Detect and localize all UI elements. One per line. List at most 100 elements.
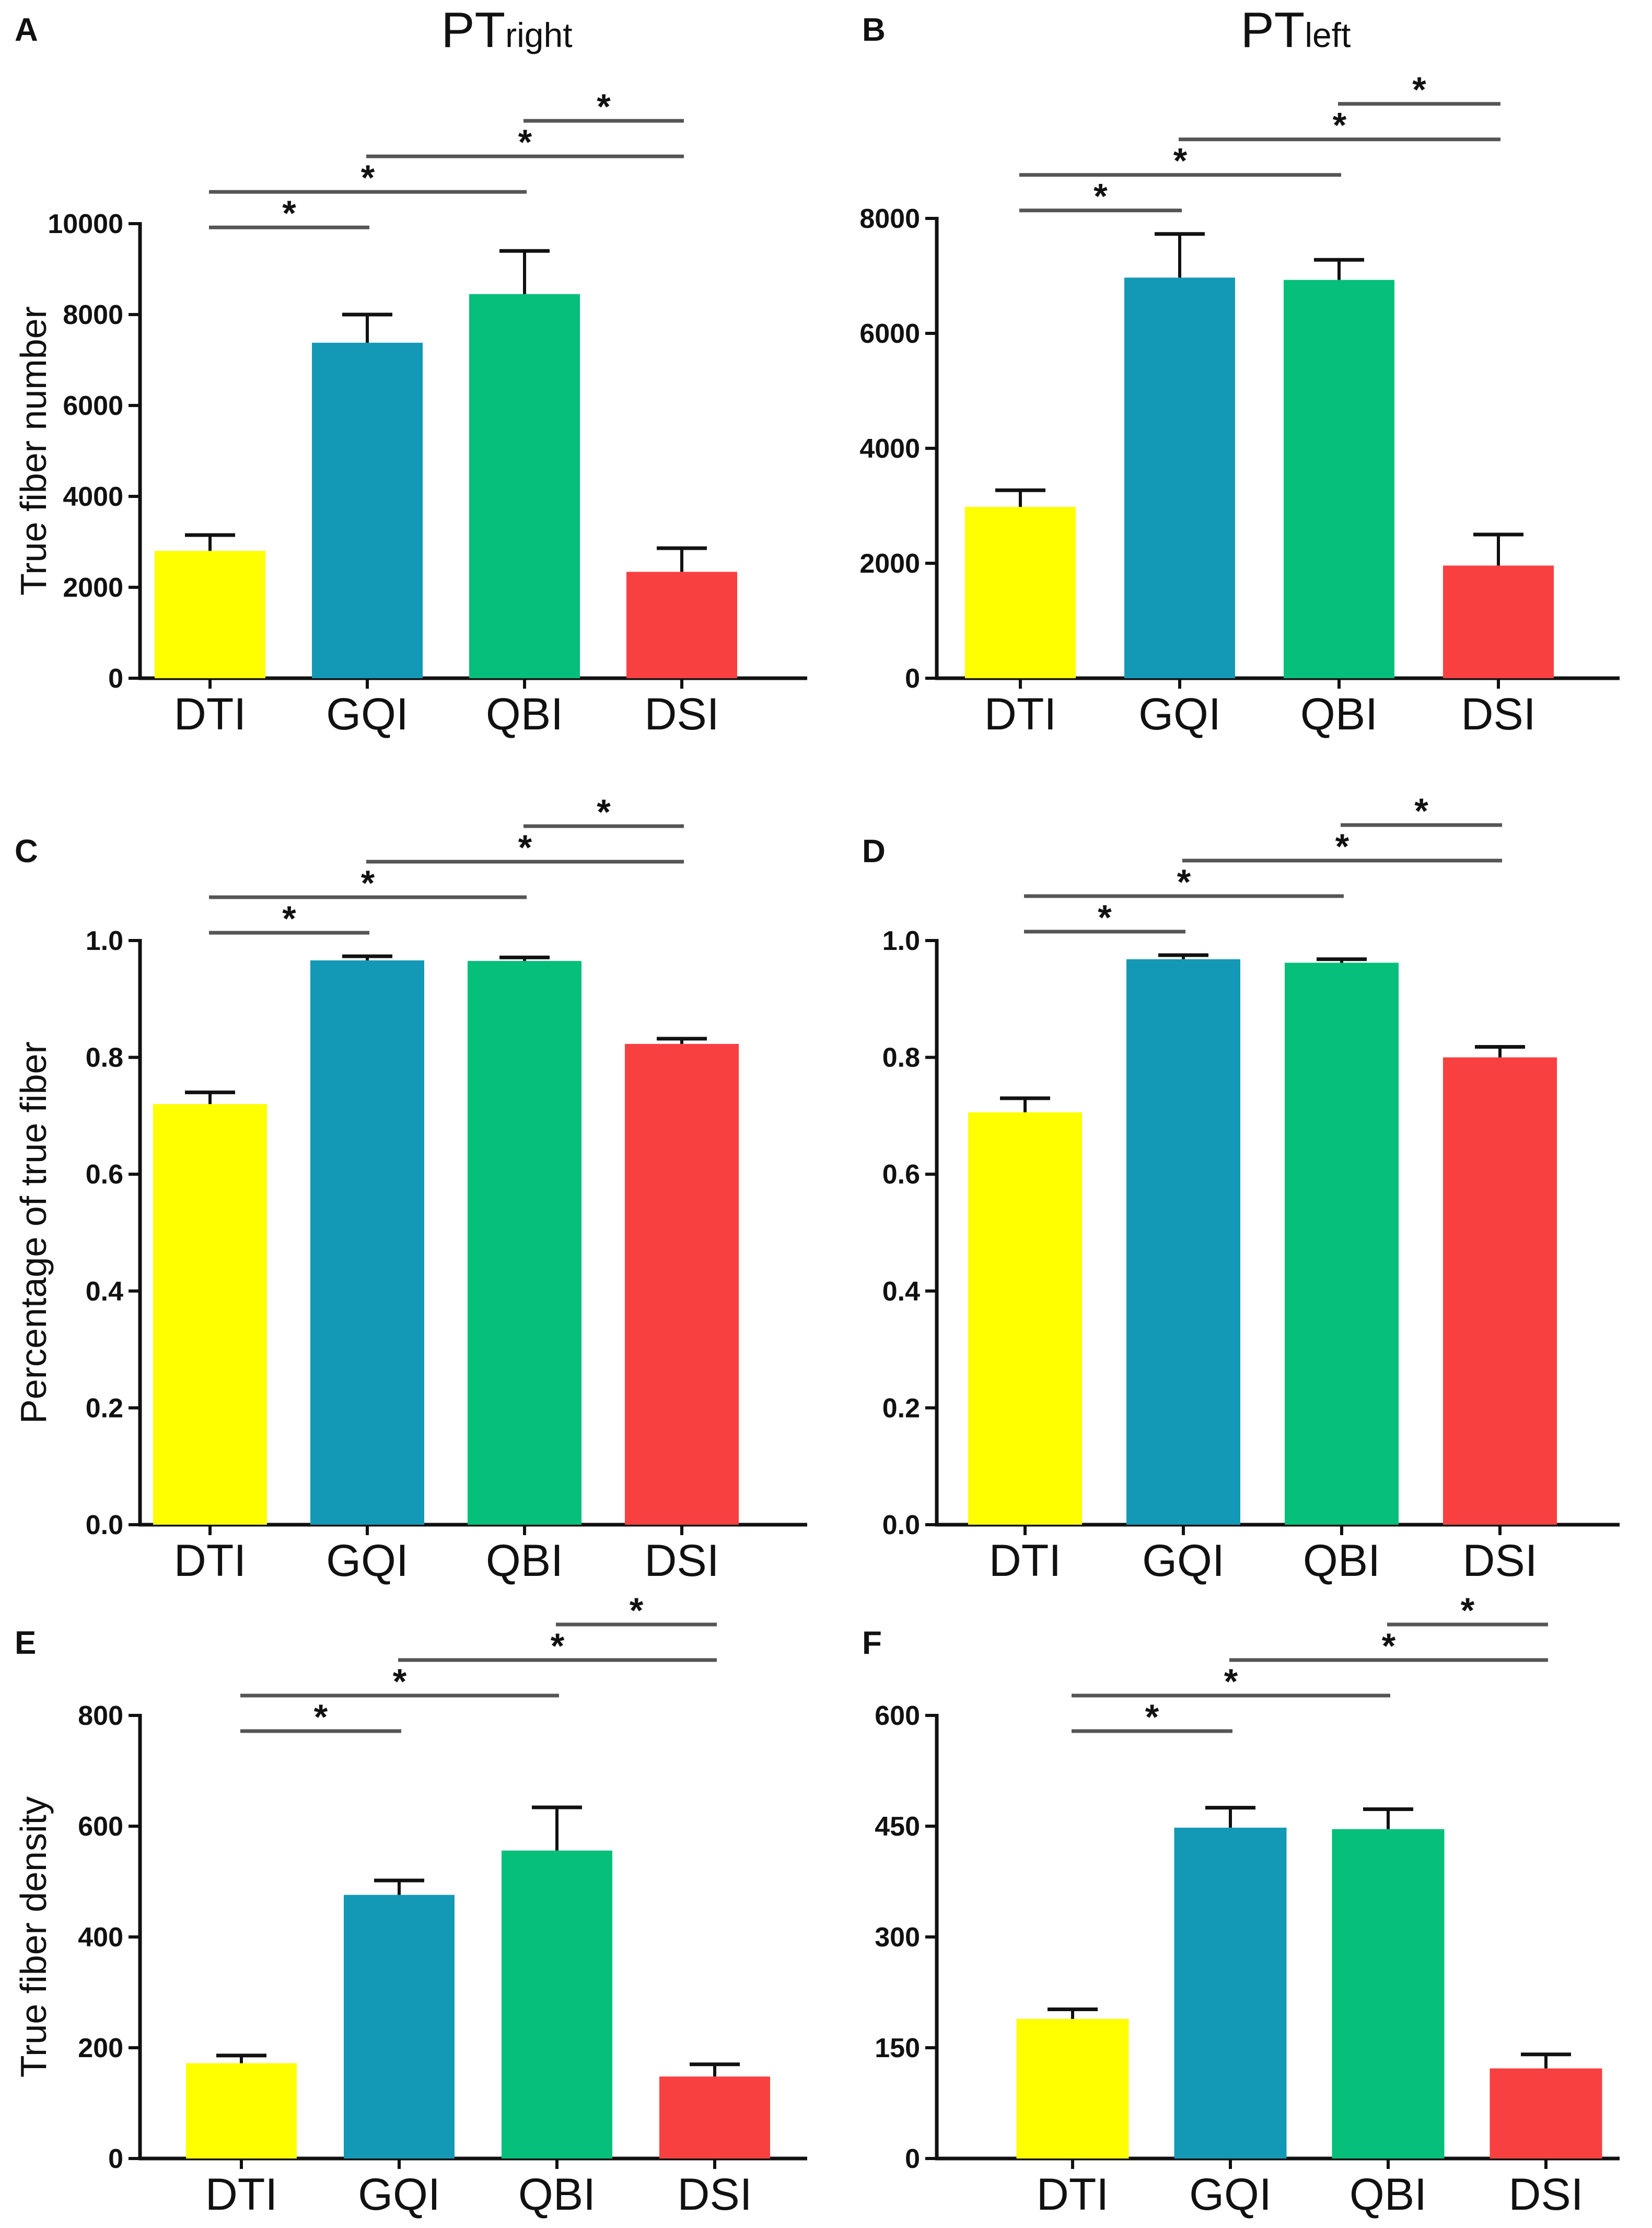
bar-a-dsi: [626, 572, 737, 678]
significance-star-e-0-1: *: [314, 1697, 328, 1737]
significance-star-b-1-3: *: [1333, 106, 1347, 145]
column-title-right-main: PT: [441, 2, 505, 58]
significance-star-e-1-3: *: [551, 1626, 565, 1666]
panel-letter-e: E: [15, 1625, 36, 1661]
bar-a-qbi: [469, 294, 580, 678]
panel-e: E 0 200 400 600 800 True fiber density DTI GQI QB…: [13, 1591, 807, 2220]
category-label-f-dsi: DSI: [1508, 2169, 1583, 2220]
bar-b-qbi: [1284, 280, 1394, 678]
category-label-b-qbi: QBI: [1300, 689, 1378, 739]
y-tick-label-e: 200: [78, 2033, 123, 2063]
bar-c-gqi: [310, 960, 424, 1525]
y-tick-label-b: 2000: [859, 549, 920, 579]
y-tick-label-a: 4000: [63, 482, 123, 512]
panel-letter-c: C: [15, 833, 38, 869]
y-axis-title-c: Percentage of true fiber: [13, 1041, 54, 1424]
significance-star-a-1-3: *: [518, 122, 532, 162]
y-tick-label-c: 0.6: [86, 1159, 123, 1190]
y-tick-label-c: 0.8: [86, 1043, 123, 1073]
bar-f-dsi: [1490, 2068, 1602, 2159]
y-tick-label-c: 0.4: [86, 1277, 123, 1307]
category-label-a-qbi: QBI: [486, 689, 563, 739]
category-label-f-gqi: GQI: [1189, 2169, 1272, 2220]
bar-c-dti: [153, 1104, 267, 1525]
significance-star-a-2-3: *: [597, 87, 611, 126]
bar-d-dti: [968, 1112, 1082, 1525]
significance-star-d-0-1: *: [1098, 898, 1112, 937]
category-label-f-dti: DTI: [1037, 2169, 1109, 2220]
y-tick-label-d: 0.6: [882, 1159, 920, 1190]
category-label-e-dti: DTI: [205, 2169, 278, 2220]
y-tick-label-a: 8000: [63, 300, 123, 330]
bar-f-qbi: [1332, 1829, 1445, 2159]
significance-star-c-1-3: *: [518, 828, 532, 867]
bar-a-dti: [155, 551, 265, 678]
category-label-b-dti: DTI: [984, 689, 1057, 739]
panel-f: F 0 150 300 450 600 DTI GQI QBI DSI * * * *: [862, 1591, 1620, 2220]
significance-star-f-0-2: *: [1224, 1662, 1238, 1701]
bar-d-qbi: [1285, 962, 1399, 1525]
column-title-right: PTright: [441, 2, 572, 58]
significance-star-d-1-3: *: [1335, 827, 1349, 866]
category-label-c-dsi: DSI: [644, 1536, 719, 1586]
significance-star-b-0-2: *: [1173, 141, 1188, 181]
bar-b-dsi: [1443, 565, 1554, 678]
significance-star-c-2-3: *: [597, 792, 611, 832]
significance-star-a-0-2: *: [361, 158, 375, 198]
panel-d: D 0.0 0.2 0.4 0.6 0.8 1.0 DTI GQI QBI DSI * * * *: [862, 791, 1620, 1586]
significance-star-e-0-2: *: [393, 1662, 407, 1701]
y-axis-title-e: True fiber density: [13, 1796, 54, 2078]
y-tick-label-f: 600: [875, 1701, 920, 1731]
y-tick-label-d: 0.2: [882, 1393, 920, 1423]
significance-star-c-0-2: *: [361, 863, 375, 903]
bar-a-gqi: [312, 342, 423, 678]
bar-b-dti: [965, 507, 1076, 678]
bar-b-gqi: [1124, 277, 1235, 678]
y-tick-label-a: 2000: [63, 573, 123, 603]
bar-e-dsi: [659, 2076, 770, 2159]
y-tick-label-c: 0.2: [86, 1393, 123, 1423]
significance-star-f-0-1: *: [1145, 1697, 1159, 1737]
bar-e-qbi: [502, 1850, 612, 2159]
significance-star-c-0-1: *: [282, 899, 296, 938]
y-tick-label-e: 400: [78, 1922, 123, 1953]
column-title-left-sub: left: [1305, 16, 1351, 54]
bar-c-dsi: [625, 1043, 739, 1525]
column-title-left-main: PT: [1241, 2, 1305, 58]
y-tick-label-f: 0: [905, 2144, 920, 2174]
y-tick-label-f: 300: [875, 1922, 920, 1953]
panel-letter-f: F: [862, 1625, 882, 1661]
category-label-c-gqi: GQI: [326, 1536, 409, 1586]
y-tick-label-c: 1.0: [86, 926, 123, 956]
panel-letter-b: B: [862, 12, 886, 48]
y-tick-label-d: 1.0: [882, 926, 920, 956]
significance-star-b-2-3: *: [1412, 70, 1426, 110]
bar-f-gqi: [1174, 1827, 1287, 2159]
y-tick-label-e: 600: [78, 1812, 123, 1842]
y-tick-label-d: 0.4: [882, 1277, 920, 1307]
y-tick-label-b: 4000: [859, 434, 920, 464]
category-label-e-dsi: DSI: [677, 2169, 752, 2220]
significance-star-f-2-3: *: [1461, 1591, 1475, 1630]
y-axis-title-a: True fiber number: [13, 306, 54, 596]
y-tick-label-f: 150: [875, 2033, 920, 2063]
category-label-b-dsi: DSI: [1461, 689, 1535, 739]
significance-star-d-2-3: *: [1414, 791, 1428, 831]
significance-star-a-0-1: *: [282, 193, 296, 233]
y-tick-label-d: 0.8: [882, 1043, 920, 1073]
bar-d-dsi: [1443, 1057, 1557, 1525]
category-label-d-dsi: DSI: [1462, 1536, 1537, 1586]
significance-star-f-1-3: *: [1382, 1626, 1396, 1666]
bar-e-dti: [186, 2063, 297, 2159]
category-label-d-qbi: QBI: [1303, 1536, 1380, 1586]
y-tick-label-f: 450: [875, 1812, 920, 1842]
y-tick-label-e: 0: [108, 2144, 123, 2174]
bar-d-gqi: [1126, 959, 1240, 1525]
category-label-c-dti: DTI: [174, 1536, 247, 1586]
significance-star-d-0-2: *: [1177, 862, 1191, 902]
significance-star-b-0-1: *: [1093, 177, 1108, 216]
category-label-a-dti: DTI: [174, 689, 247, 739]
category-label-d-gqi: GQI: [1142, 1536, 1225, 1586]
y-tick-label-a: 10000: [48, 209, 123, 239]
